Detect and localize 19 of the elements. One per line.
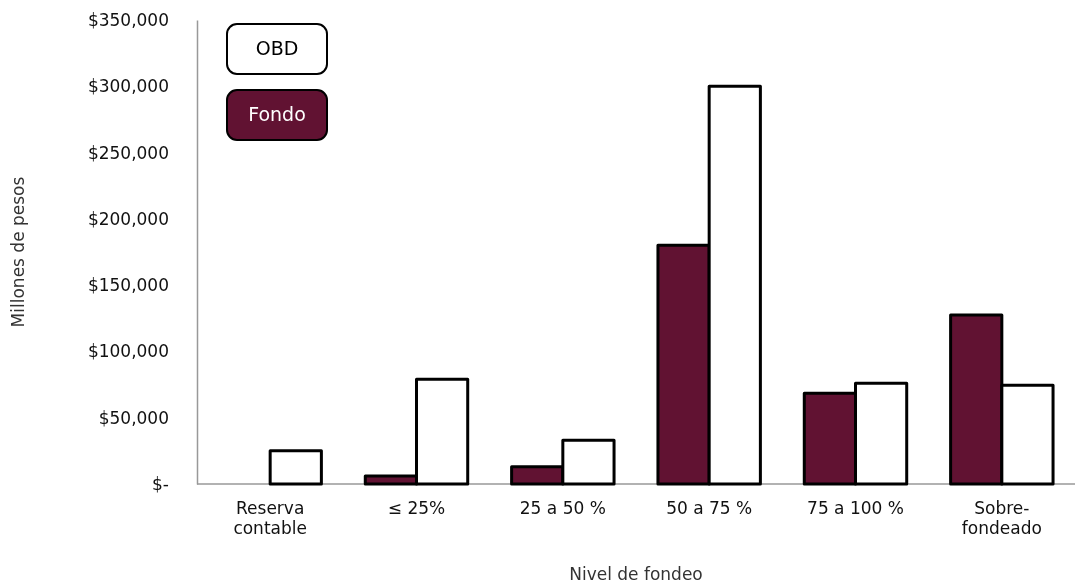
text: OBD — [255, 37, 299, 59]
y-tick-label: $300,000 — [87, 76, 169, 97]
y-tick-label: $50,000 — [98, 407, 169, 428]
y-tick-label: $150,000 — [87, 275, 169, 296]
y-tick-label: $200,000 — [87, 208, 169, 229]
y-tick-label: $- — [152, 473, 169, 494]
bar — [268, 449, 323, 486]
x-tick-label: ≤ 25% — [387, 498, 446, 518]
text: Fondo — [248, 103, 306, 125]
x-tick-label: 75 a 100 % — [807, 498, 904, 518]
y-tick-label: $250,000 — [87, 142, 169, 163]
x-tick-label: Reserva contable — [233, 498, 307, 539]
y-tick-label: $350,000 — [87, 9, 169, 30]
x-tick-label: Sobre-fondeado — [961, 498, 1042, 539]
y-tick-label: $100,000 — [87, 341, 169, 362]
x-tick-label: 50 a 75 % — [666, 498, 753, 518]
x-tick-label: 25 a 50 % — [519, 498, 606, 518]
y-axis-title: Millones de pesos — [8, 176, 28, 328]
x-axis-title: Nivel de fondeo — [569, 564, 703, 584]
